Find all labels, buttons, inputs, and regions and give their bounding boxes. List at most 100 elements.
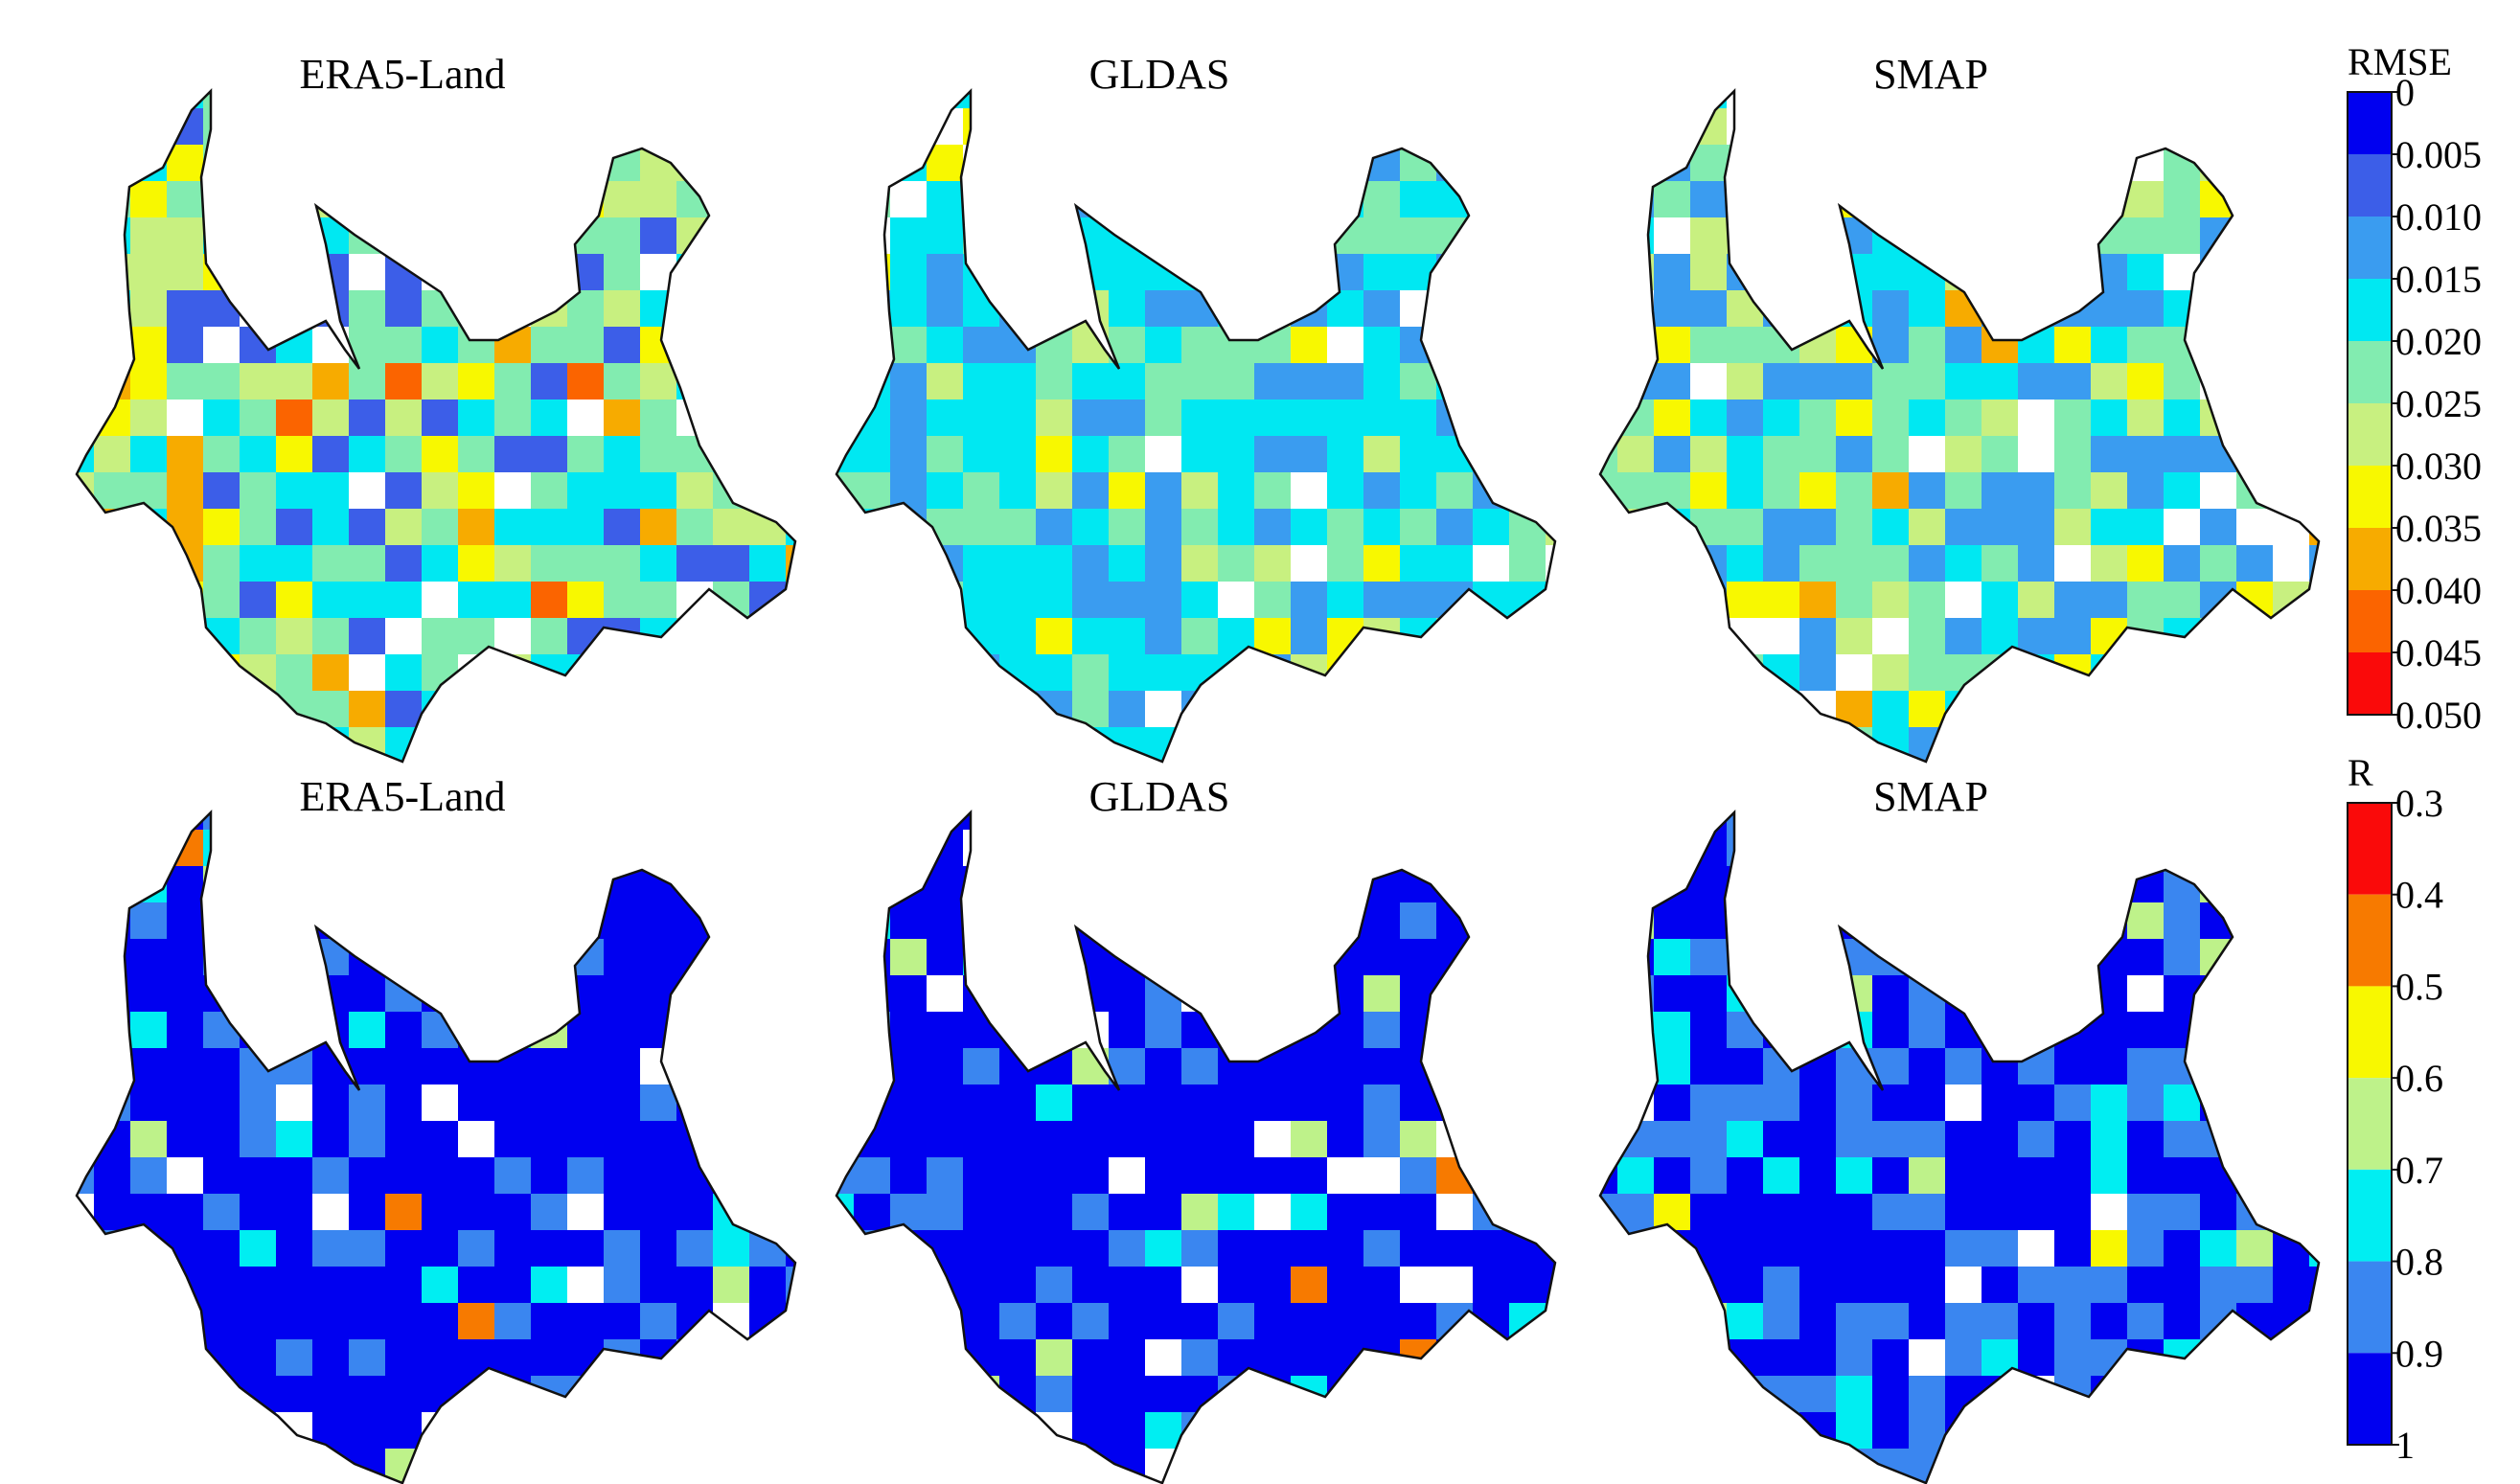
grid-cell: [713, 830, 749, 866]
grid-cell: [1690, 618, 1727, 654]
grid-cell: [77, 545, 94, 582]
grid-cell: [604, 654, 640, 691]
grid-cell: [1181, 1012, 1218, 1048]
grid-cell: [2091, 1012, 2127, 1048]
grid-cell: [1617, 509, 1654, 545]
grid-cell: [494, 1339, 531, 1376]
grid-cell: [1254, 400, 1291, 436]
grid-cell: [2091, 1121, 2127, 1157]
grid-cell: [890, 436, 927, 472]
grid-cell: [1763, 582, 1799, 618]
grid-cell: [77, 866, 94, 902]
grid-cell: [94, 1303, 130, 1339]
grid-cell: [1181, 1412, 1218, 1449]
grid-cell: [422, 290, 458, 327]
grid-cell: [276, 327, 312, 363]
grid-cell: [77, 1267, 94, 1303]
grid-cells: [1600, 812, 2319, 1483]
grid-cell: [1654, 327, 1690, 363]
grid-cell: [1600, 1084, 1617, 1121]
grid-cell: [203, 472, 240, 509]
grid-cell: [240, 1048, 276, 1084]
grid-cell: [1872, 1449, 1909, 1483]
grid-cell: [167, 582, 203, 618]
colorbar-tick-label: 0.5: [2395, 965, 2443, 1008]
grid-cell: [2018, 727, 2054, 762]
grid-cell: [240, 436, 276, 472]
grid-cell: [1872, 1267, 1909, 1303]
grid-cell: [1654, 618, 1690, 654]
grid-cell: [1909, 1412, 1945, 1449]
grid-cell: [422, 509, 458, 545]
grid-cell: [77, 145, 94, 181]
grid-cell: [1291, 91, 1327, 108]
grid-cell: [1218, 363, 1254, 400]
grid-cell: [890, 939, 927, 975]
grid-cell: [676, 1303, 713, 1339]
grid-cell: [1909, 1121, 1945, 1157]
grid-cell: [1546, 1230, 1555, 1267]
grid-cell: [458, 582, 494, 618]
grid-cell: [2200, 618, 2236, 654]
grid-cell: [1600, 327, 1617, 363]
grid-cells: [1600, 91, 2319, 762]
colorbar-title: R: [2348, 751, 2373, 794]
grid-cell: [94, 1157, 130, 1194]
grid-cell: [1872, 975, 1909, 1012]
grid-cell: [240, 217, 276, 254]
grid-cell: [77, 400, 94, 436]
grid-cell: [1872, 582, 1909, 618]
grid-cell: [1909, 217, 1945, 254]
grid-cell: [1473, 327, 1509, 363]
grid-cell: [1036, 975, 1072, 1012]
grid-cell: [1872, 181, 1909, 217]
grid-cell: [1181, 217, 1218, 254]
grid-cell: [640, 290, 676, 327]
grid-cell: [1690, 727, 1727, 762]
grid-cell: [786, 181, 795, 217]
grid-cell: [1436, 1339, 1473, 1376]
grid-cell: [1546, 1157, 1555, 1194]
grid-cell: [999, 830, 1036, 866]
grid-cell: [2200, 1157, 2236, 1194]
grid-cell: [531, 618, 567, 654]
grid-cell: [676, 290, 713, 327]
grid-cell: [604, 1376, 640, 1412]
panel-title-row2-smap: SMAP: [1873, 773, 1988, 820]
grid-cell: [1763, 975, 1799, 1012]
grid-cell: [94, 1376, 130, 1412]
grid-cell: [1109, 108, 1145, 145]
grid-cell: [2164, 1412, 2200, 1449]
grid-cell: [494, 582, 531, 618]
grid-cell: [1291, 108, 1327, 145]
grid-cell: [927, 472, 963, 509]
grid-cell: [240, 1121, 276, 1157]
grid-cell: [422, 1267, 458, 1303]
map-panel-r1-c3: [1598, 89, 2321, 764]
grid-cell: [349, 1449, 385, 1483]
grid-cell: [531, 1267, 567, 1303]
grid-cell: [1327, 400, 1363, 436]
grid-cell: [567, 1084, 604, 1121]
grid-cell: [2273, 108, 2309, 145]
grid-cell: [2091, 545, 2127, 582]
grid-cell: [349, 1267, 385, 1303]
grid-cell: [786, 691, 795, 727]
grid-cell: [999, 1376, 1036, 1412]
grid-cell: [1909, 902, 1945, 939]
grid-cell: [385, 1267, 422, 1303]
grid-cell: [349, 509, 385, 545]
grid-cell: [1218, 545, 1254, 582]
grid-cell: [749, 654, 786, 691]
grid-cell: [676, 1449, 713, 1483]
colorbar-segment: [2348, 279, 2392, 341]
grid-cell: [1982, 1230, 2018, 1267]
grid-cell: [1436, 1449, 1473, 1483]
grid-cell: [2309, 290, 2319, 327]
grid-cell: [890, 545, 927, 582]
grid-cell: [1327, 181, 1363, 217]
grid-cell: [458, 1303, 494, 1339]
grid-cell: [786, 145, 795, 181]
grid-cell: [1291, 1376, 1327, 1412]
grid-cell: [1727, 1230, 1763, 1267]
